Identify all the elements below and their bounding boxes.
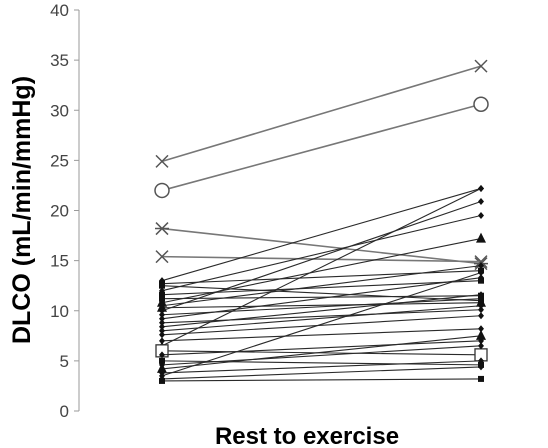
diamond-marker [478,291,484,299]
y-tick-label: 25 [50,151,69,170]
asterisk-marker [155,222,169,236]
series-segment [161,315,482,336]
triangle-marker [157,301,167,312]
series-line-28 [159,357,484,377]
series-line-1 [155,59,488,168]
series-segment [161,345,482,366]
diamond-marker [159,307,165,315]
series-segment [161,103,482,192]
cross-marker [155,250,169,264]
series-line-18 [159,291,484,331]
x-axis-title: Rest to exercise [215,423,399,448]
series-segment [161,187,482,282]
y-tick-label: 20 [50,202,69,221]
series-segment [161,309,482,324]
cross-marker [155,154,169,168]
series-segment [161,335,482,370]
y-tick-label: 10 [50,302,69,321]
series-segment [161,285,482,302]
diamond-marker [478,312,484,320]
series-segment [161,270,482,285]
diamond-marker [159,315,165,323]
series-segment [161,272,482,377]
series-layer [154,59,489,384]
series-segment [161,305,482,332]
series-segment [161,302,482,309]
triangle-marker [476,329,486,340]
series-segment [161,340,482,356]
diamond-marker [478,262,484,270]
diamond-marker [159,311,165,319]
y-tick-label: 35 [50,51,69,70]
series-segment [161,378,482,382]
diamond-marker [159,351,165,359]
open-circle-marker [154,182,170,199]
series-segment [161,294,482,328]
series-line-3 [155,222,488,271]
diamond-marker [159,319,165,327]
diamond-marker [478,363,484,371]
y-tick-label: 5 [60,352,69,371]
series-segment [161,295,482,300]
series-segment [161,360,482,374]
series-line-20 [159,312,484,339]
diamond-marker [478,342,484,350]
series-segment [161,277,482,320]
diamond-marker [159,337,165,345]
cross-marker [474,59,488,73]
series-line-17 [159,306,484,327]
square-marker [159,377,165,384]
y-axis: 0 5 10 15 20 25 30 35 40 [50,1,80,421]
diamond-marker [478,306,484,314]
square-marker [159,357,165,364]
series-line-19 [159,302,484,335]
square-marker [159,282,165,289]
y-tick-label: 15 [50,252,69,271]
open-circle-marker [473,96,489,112]
diamond-marker [159,327,165,335]
diamond-marker [478,325,484,333]
triangle-marker [157,296,167,307]
series-segment [161,65,482,163]
diamond-marker [159,323,165,331]
series-line-5 [159,184,484,285]
y-axis-ticks: 0 5 10 15 20 25 30 35 40 [50,1,79,421]
diamond-marker [478,357,484,365]
triangle-marker [157,362,167,373]
y-axis-title: DLCO (mL/min/mmHg) [8,76,36,344]
series-segment [161,227,482,265]
diamond-marker [159,331,165,339]
series-segment [161,214,482,292]
series-line-14 [159,197,484,315]
y-tick-label: 40 [50,1,69,20]
diamond-marker [478,269,484,277]
series-line-31 [159,375,484,384]
y-tick-label: 0 [60,402,69,421]
triangle-marker [476,232,486,243]
diamond-marker [478,302,484,310]
diamond-marker [478,295,484,303]
series-segment [161,366,482,380]
square-marker [159,291,165,298]
square-marker [478,375,484,382]
series-segment [161,265,482,307]
series-line-12 [159,262,484,310]
series-segment [161,187,482,347]
diamond-marker [478,212,484,220]
series-line-27 [157,329,486,373]
series-line-2 [154,96,489,199]
series-line-16 [159,274,484,323]
series-segment [161,200,482,312]
series-segment [161,255,482,263]
y-tick-label: 30 [50,101,69,120]
diamond-marker [478,274,484,282]
diamond-marker [478,184,484,192]
series-segment [161,328,482,342]
series-line-21 [159,325,484,345]
diamond-marker [478,197,484,205]
